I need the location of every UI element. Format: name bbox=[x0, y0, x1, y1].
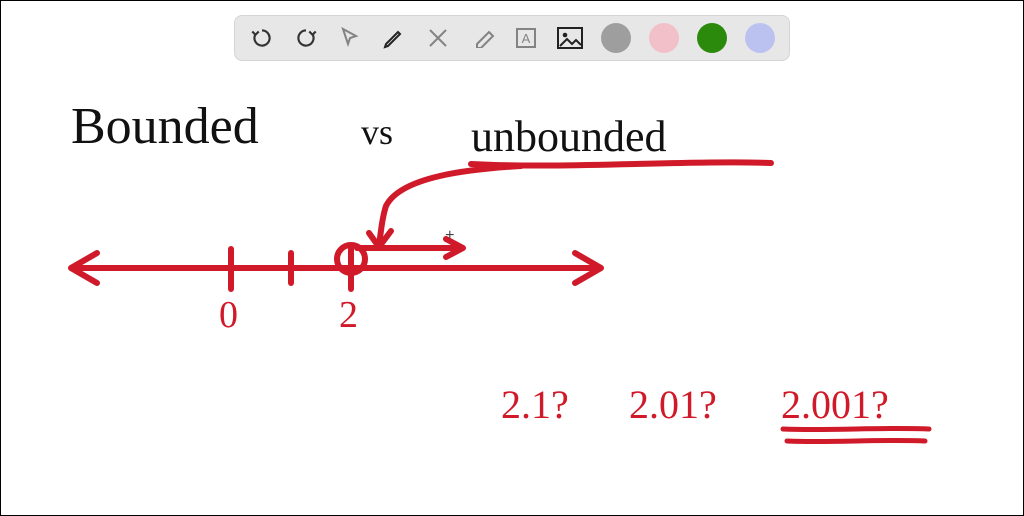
pointer-icon[interactable] bbox=[337, 25, 363, 51]
image-icon[interactable] bbox=[557, 25, 583, 51]
color-gray[interactable] bbox=[601, 23, 631, 53]
q-value-0: 2.1? bbox=[501, 381, 569, 428]
ink-layer bbox=[1, 1, 1024, 516]
q-value-1: 2.01? bbox=[629, 381, 717, 428]
text-icon[interactable]: A bbox=[513, 25, 539, 51]
title-bounded: Bounded bbox=[71, 97, 259, 156]
cursor-crosshair: + bbox=[445, 227, 455, 245]
tick-label-2: 2 bbox=[339, 293, 358, 337]
pen-icon[interactable] bbox=[381, 25, 407, 51]
color-lilac[interactable] bbox=[745, 23, 775, 53]
svg-text:A: A bbox=[522, 31, 531, 46]
whiteboard-canvas[interactable]: A Bounded vs unbounded bbox=[0, 0, 1024, 516]
color-pink[interactable] bbox=[649, 23, 679, 53]
undo-icon[interactable] bbox=[249, 25, 275, 51]
color-green[interactable] bbox=[697, 23, 727, 53]
tools-icon[interactable] bbox=[425, 25, 451, 51]
eraser-icon[interactable] bbox=[469, 25, 495, 51]
redo-icon[interactable] bbox=[293, 25, 319, 51]
toolbar: A bbox=[234, 15, 790, 61]
title-unbounded: unbounded bbox=[471, 111, 667, 162]
q-value-2: 2.001? bbox=[781, 381, 889, 428]
tick-label-0: 0 bbox=[219, 293, 238, 337]
title-vs: vs bbox=[361, 111, 393, 153]
